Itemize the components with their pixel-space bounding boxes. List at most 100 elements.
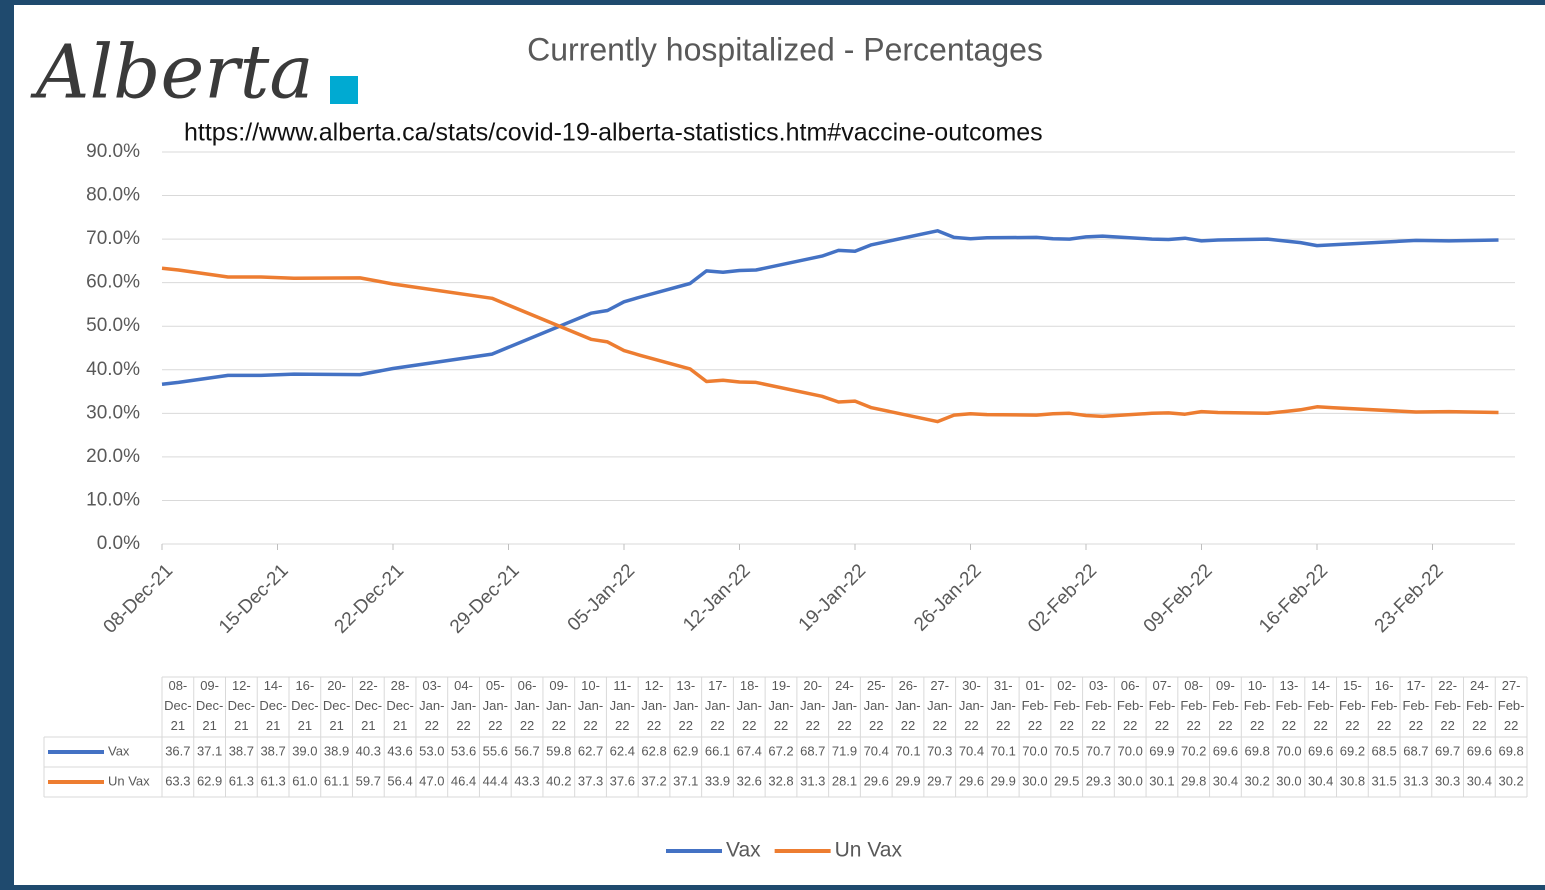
table-value: 37.6 <box>610 773 635 788</box>
table-header: 10-Jan-22 <box>578 678 603 733</box>
table-value: 70.0 <box>1276 743 1301 758</box>
table-value: 31.3 <box>1403 773 1428 788</box>
table-header: 28-Dec-21 <box>386 678 413 733</box>
table-value: 55.6 <box>483 743 508 758</box>
table-header: 20-Jan-22 <box>800 678 825 733</box>
table-value: 62.4 <box>610 743 635 758</box>
table-header: 04-Jan-22 <box>451 678 476 733</box>
table-header: 17-Feb-22 <box>1403 678 1430 733</box>
table-header: 07-Feb-22 <box>1149 678 1176 733</box>
table-value: 40.2 <box>546 773 571 788</box>
table-value: 30.3 <box>1435 773 1460 788</box>
line-series <box>161 266 1499 424</box>
table-value: 61.1 <box>324 773 349 788</box>
table-header: 09-Jan-22 <box>546 678 571 733</box>
table-header: 02-Feb-22 <box>1053 678 1080 733</box>
table-value: 63.3 <box>165 773 190 788</box>
chart-title: Currently hospitalized - Percentages <box>527 31 1043 67</box>
table-header: 19-Jan-22 <box>768 678 793 733</box>
table-value: 62.9 <box>673 743 698 758</box>
table-series-name: Vax <box>108 743 130 758</box>
table-header: 31-Jan-22 <box>991 678 1016 733</box>
table-value: 71.9 <box>832 743 857 758</box>
table-value: 38.7 <box>260 743 285 758</box>
table-value: 46.4 <box>451 773 476 788</box>
table-value: 61.3 <box>229 773 254 788</box>
table-header: 13-Jan-22 <box>673 678 698 733</box>
table-header: 16-Feb-22 <box>1371 678 1398 733</box>
table-value: 37.1 <box>197 743 222 758</box>
table-header: 25-Jan-22 <box>864 678 889 733</box>
table-value: 70.1 <box>991 743 1016 758</box>
y-tick-label: 50.0% <box>86 315 140 336</box>
table-value: 44.4 <box>483 773 508 788</box>
table-value: 38.9 <box>324 743 349 758</box>
table-value: 67.4 <box>737 743 762 758</box>
table-value: 70.3 <box>927 743 952 758</box>
table-value: 70.0 <box>1022 743 1047 758</box>
y-tick-label: 80.0% <box>86 185 140 206</box>
table-value: 70.1 <box>895 743 920 758</box>
table-value: 36.7 <box>165 743 190 758</box>
table-value: 29.5 <box>1054 773 1079 788</box>
table-value: 29.9 <box>895 773 920 788</box>
table-value: 37.1 <box>673 773 698 788</box>
table-header: 10-Feb-22 <box>1244 678 1271 733</box>
table-value: 30.0 <box>1276 773 1301 788</box>
line-series <box>161 229 1499 386</box>
table-value: 30.2 <box>1245 773 1270 788</box>
table-header: 16-Dec-21 <box>291 678 318 733</box>
table-header: 22-Feb-22 <box>1434 678 1461 733</box>
y-tick-label: 0.0% <box>97 533 140 554</box>
table-header: 24-Feb-22 <box>1466 678 1493 733</box>
table-value: 53.6 <box>451 743 476 758</box>
y-tick-label: 10.0% <box>86 489 140 510</box>
table-value: 56.4 <box>387 773 412 788</box>
y-tick-label: 90.0% <box>86 141 140 162</box>
table-value: 68.5 <box>1371 743 1396 758</box>
table-header: 09-Feb-22 <box>1212 678 1239 733</box>
table-value: 56.7 <box>514 743 539 758</box>
table-series-name: Un Vax <box>108 773 150 788</box>
table-value: 30.4 <box>1308 773 1333 788</box>
table-value: 29.3 <box>1086 773 1111 788</box>
table-value: 39.0 <box>292 743 317 758</box>
table-value: 29.6 <box>864 773 889 788</box>
table-header: 15-Feb-22 <box>1339 678 1366 733</box>
table-value: 68.7 <box>800 743 825 758</box>
logo: Alberta <box>30 29 314 115</box>
table-value: 37.3 <box>578 773 603 788</box>
table-header: 27-Jan-22 <box>927 678 952 733</box>
table-value: 69.6 <box>1467 743 1492 758</box>
table-value: 68.7 <box>1403 743 1428 758</box>
table-value: 29.9 <box>991 773 1016 788</box>
table-value: 69.6 <box>1308 743 1333 758</box>
table-value: 32.8 <box>768 773 793 788</box>
table-value: 29.6 <box>959 773 984 788</box>
table-value: 62.7 <box>578 743 603 758</box>
table-value: 59.8 <box>546 743 571 758</box>
table-header: 13-Feb-22 <box>1276 678 1303 733</box>
table-header: 12-Jan-22 <box>641 678 666 733</box>
table-header: 24-Jan-22 <box>832 678 857 733</box>
y-tick-label: 70.0% <box>86 228 140 249</box>
y-tick-label: 40.0% <box>86 359 140 380</box>
table-value: 43.6 <box>387 743 412 758</box>
table-header: 09-Dec-21 <box>196 678 223 733</box>
table-value: 30.4 <box>1467 773 1492 788</box>
table-value: 28.1 <box>832 773 857 788</box>
table-value: 62.8 <box>641 743 666 758</box>
table-value: 40.3 <box>356 743 381 758</box>
table-value: 31.3 <box>800 773 825 788</box>
table-header: 08-Dec-21 <box>164 678 191 733</box>
table-value: 30.2 <box>1498 773 1523 788</box>
table-value: 69.9 <box>1149 743 1174 758</box>
table-value: 69.2 <box>1340 743 1365 758</box>
table-value: 59.7 <box>356 773 381 788</box>
table-value: 70.0 <box>1118 743 1143 758</box>
table-value: 70.5 <box>1054 743 1079 758</box>
table-header: 20-Dec-21 <box>323 678 350 733</box>
table-header: 06-Jan-22 <box>514 678 539 733</box>
table-value: 69.8 <box>1498 743 1523 758</box>
